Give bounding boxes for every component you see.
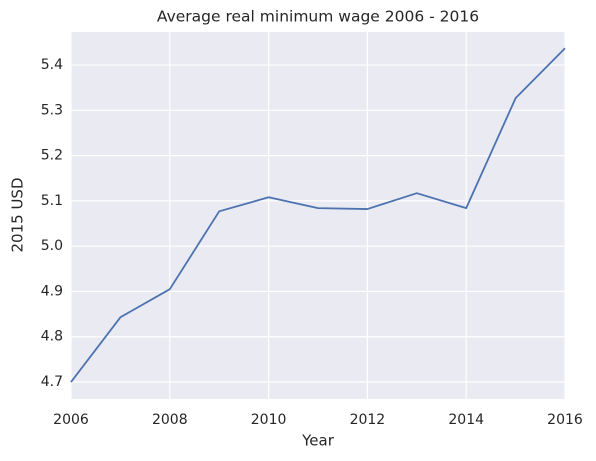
- x-tick-label: 2016: [547, 412, 583, 428]
- y-tick-label: 4.8: [41, 329, 63, 345]
- chart-title: Average real minimum wage 2006 - 2016: [157, 8, 479, 26]
- plot-area: [71, 32, 565, 399]
- x-tick-label: 2006: [53, 412, 89, 428]
- x-axis-label: Year: [301, 432, 335, 450]
- y-tick-label: 5.2: [41, 148, 63, 164]
- marks: [70, 47, 566, 383]
- x-tick-label: 2010: [251, 412, 287, 428]
- y-tick-label: 5.0: [41, 238, 63, 254]
- y-axis-label: 2015 USD: [9, 178, 27, 253]
- line: [70, 47, 566, 383]
- y-tick-label: 4.9: [41, 283, 63, 299]
- y-tick-label: 5.1: [41, 193, 63, 209]
- x-tick-label: 2012: [350, 412, 386, 428]
- x-tick-label: 2014: [448, 412, 484, 428]
- x-tick-label: 2008: [152, 412, 188, 428]
- y-tick-label: 5.4: [41, 57, 63, 73]
- grid: [70, 32, 566, 399]
- y-tick-label: 4.7: [41, 374, 63, 390]
- y-tick-label: 5.3: [41, 102, 63, 118]
